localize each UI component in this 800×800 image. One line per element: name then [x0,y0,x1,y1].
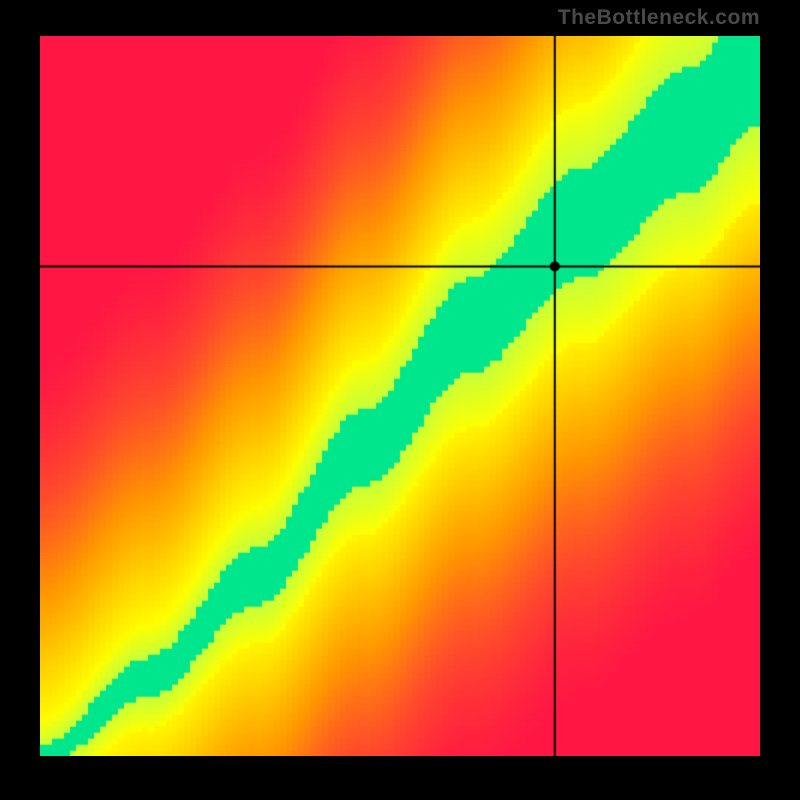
chart-container: TheBottleneck.com [0,0,800,800]
bottleneck-heatmap [40,36,760,756]
watermark-text: TheBottleneck.com [558,6,760,30]
